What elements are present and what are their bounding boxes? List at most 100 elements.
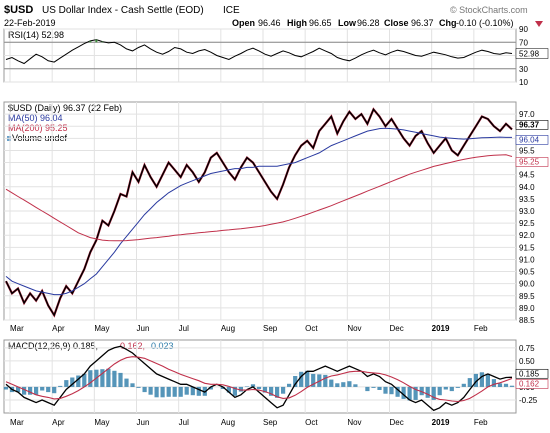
macd-histogram-bar xyxy=(473,373,478,387)
macd-signal-line xyxy=(5,356,513,403)
macd-histogram-bar xyxy=(287,383,292,387)
x-tick-label: Jul xyxy=(179,324,189,333)
grid-layer xyxy=(4,28,516,413)
x-tick-label: Dec xyxy=(390,324,404,333)
macd-histogram-bar xyxy=(395,386,400,397)
macd-histogram-bar xyxy=(22,386,27,395)
y-tick-label: 10 xyxy=(519,78,528,87)
macd-histogram-bar xyxy=(365,386,370,392)
x-tick-label: 2019 xyxy=(432,324,450,333)
macd-histogram-bar xyxy=(238,386,243,392)
x-tick-label: Nov xyxy=(347,324,361,333)
macd-histogram-bar xyxy=(40,386,45,391)
macd-histogram-bar xyxy=(172,386,177,397)
macd-histogram-bar xyxy=(467,378,472,387)
index-name: US Dollar Index - Cash Settle (EOD) xyxy=(42,5,204,16)
macd-histogram-bar xyxy=(347,381,352,387)
y-tick-label: 90.5 xyxy=(519,268,535,277)
symbol-title: $USD xyxy=(4,4,33,16)
macd-histogram-bar xyxy=(401,386,406,399)
price-legend-ma50: MA(50) 96.04 xyxy=(8,113,63,123)
macd-x-tick-label: Sep xyxy=(263,418,278,427)
x-tick-label: Apr xyxy=(52,324,65,333)
y-tick-label: 92.0 xyxy=(519,231,535,240)
y-tick-label: 90.0 xyxy=(519,280,535,289)
close-value: 96.37 xyxy=(411,18,434,28)
macd-histogram-bar xyxy=(3,386,9,390)
y-tick-label: -0.25 xyxy=(519,396,538,405)
y-tick-label: 94.0 xyxy=(519,183,535,192)
macd-histogram-bar xyxy=(413,386,418,400)
price-legend-usd: $USD (Daily) 96.37 (22 Feb) xyxy=(8,103,122,113)
macd-histogram-bar xyxy=(377,386,382,390)
y-tick-label: 89.5 xyxy=(519,292,535,301)
macd-histogram-bar xyxy=(383,386,388,394)
x-tick-label: Oct xyxy=(305,324,318,333)
change-label: Chg xyxy=(439,18,457,28)
price-line-shadow xyxy=(5,107,513,318)
macd-histogram-bar xyxy=(443,386,448,390)
macd-histogram-bar xyxy=(46,386,51,393)
ma200-line xyxy=(5,154,513,242)
price-legend: $USD (Daily) 96.37 (22 Feb) MA(50) 96.04… xyxy=(7,103,122,143)
low-value: 96.28 xyxy=(357,18,380,28)
change-value: -0.10 (-0.10%) xyxy=(456,18,514,28)
chart-date: 22-Feb-2019 xyxy=(4,18,56,28)
macd-histogram-bar xyxy=(497,383,503,387)
macd-histogram-bar xyxy=(389,386,394,395)
macd-histogram-bar xyxy=(479,372,484,387)
macd-histogram-bar xyxy=(299,371,304,387)
macd-histogram-bar xyxy=(178,386,183,397)
macd-histogram-bar xyxy=(148,386,153,395)
x-tick-label: Jun xyxy=(137,324,150,333)
open-label: Open xyxy=(232,18,255,28)
macd-last-value-box xyxy=(515,368,549,379)
macd-x-tick-label: Mar xyxy=(10,418,24,427)
x-tick-label: Sep xyxy=(263,324,278,333)
macd-histogram-bar xyxy=(100,369,105,387)
macd-histogram-bar xyxy=(244,386,250,387)
macd-histogram-bar xyxy=(371,386,376,388)
macd-histogram-bar xyxy=(136,386,141,388)
macd-histogram-bar xyxy=(160,386,165,398)
y-tick-label: 90 xyxy=(519,25,528,34)
macd-histogram-bar xyxy=(329,379,334,387)
macd-histogram-bar xyxy=(431,386,436,400)
high-value: 96.65 xyxy=(309,18,332,28)
macd-x-tick-label: Jul xyxy=(179,418,189,427)
y-tick-label: 91.5 xyxy=(519,243,535,252)
x-tick-label: Mar xyxy=(10,324,24,333)
marks-layer xyxy=(3,39,515,412)
macd-histogram-bar xyxy=(461,383,466,387)
macd-histogram-bar xyxy=(28,386,33,395)
y-tick-label: 94.5 xyxy=(519,171,535,180)
macd-histogram-bar xyxy=(305,370,310,387)
macd-histogram-bar xyxy=(130,383,135,387)
y-tick-label: 93.5 xyxy=(519,195,535,204)
macd-last-value: 0.162 xyxy=(519,379,540,388)
macd-histogram-bar xyxy=(208,386,213,390)
macd-histogram-bar xyxy=(256,386,262,389)
rsi-line xyxy=(5,39,513,65)
macd-legend-signal: 0.162, xyxy=(120,341,145,351)
y-tick-label: 89.0 xyxy=(519,304,535,313)
x-tick-label: May xyxy=(94,324,109,333)
macd-legend-main: MACD(12,26,9) 0.185, xyxy=(8,341,98,351)
macd-x-tick-label: Feb xyxy=(474,418,488,427)
labels-layer: Mar Mar Apr Apr May May Jun Jun Jul Jul Aug Aug Sep S… xyxy=(10,25,549,427)
macd-histogram-bar xyxy=(190,386,195,396)
y-tick-label: 95.5 xyxy=(519,146,535,155)
y-tick-label: 30 xyxy=(519,65,528,74)
open-value: 96.46 xyxy=(258,18,281,28)
macd-last-value: 0.185 xyxy=(519,369,540,378)
rsi-last-value: 52.98 xyxy=(519,50,540,59)
macd-histogram-bar xyxy=(341,382,346,387)
macd-x-tick-label: Nov xyxy=(347,418,361,427)
watermark: © StockCharts.com xyxy=(450,5,528,15)
price-legend-ma200: MA(200) 95.25 xyxy=(8,123,68,133)
macd-histogram-bar xyxy=(88,370,93,387)
macd-x-tick-label: Aug xyxy=(221,418,235,427)
macd-x-tick-label: Apr xyxy=(52,418,65,427)
macd-histogram-bar xyxy=(52,386,57,394)
